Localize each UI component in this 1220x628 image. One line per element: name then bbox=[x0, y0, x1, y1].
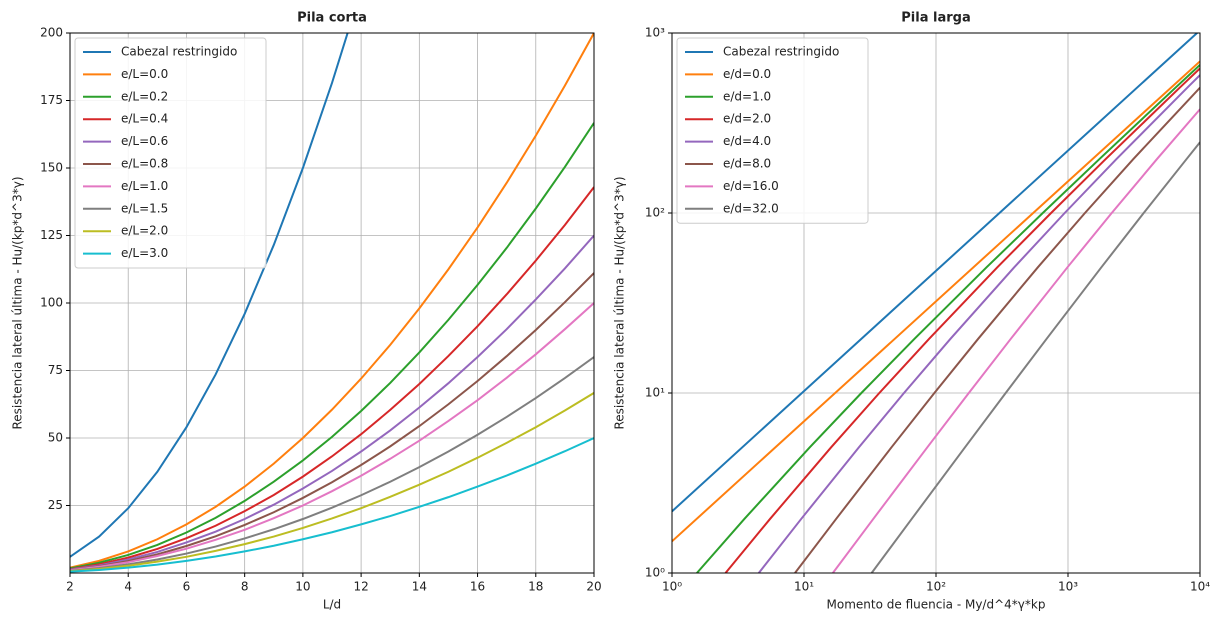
x-tick-label: 10³ bbox=[1058, 580, 1078, 594]
series-line bbox=[70, 122, 594, 570]
y-tick-label: 10² bbox=[645, 206, 665, 220]
series-line bbox=[832, 108, 1200, 573]
y-tick-label: 10¹ bbox=[645, 386, 665, 400]
legend-label: e/L=0.4 bbox=[121, 112, 168, 126]
legend-label: e/L=0.6 bbox=[121, 134, 168, 148]
x-tick-label: 16 bbox=[470, 580, 485, 594]
x-tick-label: 10¹ bbox=[794, 580, 814, 594]
x-tick-label: 10⁰ bbox=[662, 580, 682, 594]
series-line bbox=[70, 272, 594, 572]
legend: Cabezal restringido e/d=0.0 e/d=1.0 e/d=2.0… bbox=[676, 37, 869, 224]
series-line bbox=[70, 302, 594, 572]
series-line bbox=[724, 67, 1200, 573]
series-line bbox=[794, 86, 1200, 573]
x-tick-label: 18 bbox=[528, 580, 543, 594]
legend-label: e/L=1.5 bbox=[121, 201, 168, 215]
legend-label: e/L=2.0 bbox=[121, 224, 168, 238]
y-tick-label: 10⁰ bbox=[645, 566, 665, 580]
x-tick-label: 10² bbox=[926, 580, 946, 594]
x-tick-label: 20 bbox=[586, 580, 601, 594]
x-axis-label: Momento de fluencia - My/d^4*γ*kp bbox=[827, 598, 1046, 612]
x-tick-label: 8 bbox=[241, 580, 249, 594]
y-tick-label: 100 bbox=[40, 296, 63, 310]
legend-label: e/L=0.2 bbox=[121, 89, 168, 103]
x-tick-label: 6 bbox=[183, 580, 191, 594]
chart-title: Pila larga bbox=[901, 11, 970, 26]
legend-label: e/d=0.0 bbox=[723, 67, 771, 81]
plot-area bbox=[70, 33, 594, 573]
axes-frame bbox=[69, 32, 595, 574]
axes-frame bbox=[671, 32, 1201, 574]
legend-label: Cabezal restringido bbox=[723, 45, 839, 59]
legend-label: e/d=32.0 bbox=[723, 201, 779, 215]
series-line bbox=[672, 60, 1200, 543]
x-tick-label: 10 bbox=[295, 580, 310, 594]
x-tick-label: 4 bbox=[124, 580, 132, 594]
series-line bbox=[70, 392, 594, 573]
series-line bbox=[672, 33, 1199, 513]
y-tick-label: 50 bbox=[48, 431, 63, 445]
legend-label: e/L=1.0 bbox=[121, 179, 168, 193]
chart-title: Pila corta bbox=[297, 11, 367, 26]
plot-area bbox=[672, 33, 1200, 573]
series-line bbox=[70, 186, 594, 571]
y-tick-label: 10³ bbox=[645, 26, 665, 40]
y-tick-label: 25 bbox=[48, 498, 63, 512]
x-tick-label: 14 bbox=[412, 580, 427, 594]
x-axis-label: L/d bbox=[323, 598, 341, 612]
axes: 2 4 6 8 10 12 14 16 18 20 25 50 75 100 125 150 175 200 Pil… bbox=[11, 11, 602, 612]
y-tick-label: 150 bbox=[40, 161, 63, 175]
x-tick-label: 2 bbox=[66, 580, 74, 594]
axes: 10⁰ 10¹ 10² 10³ 10⁴ 10⁰ 10¹ 10² 10³ Pila larga Mom… bbox=[613, 11, 1211, 612]
y-tick-label: 125 bbox=[40, 228, 63, 242]
legend-label: e/L=0.8 bbox=[121, 157, 168, 171]
y-axis-label: Resistencia lateral última - Hu/(kp*d^3*… bbox=[11, 176, 25, 429]
y-axis-label: Resistencia lateral última - Hu/(kp*d^3*… bbox=[613, 176, 627, 429]
legend-box bbox=[676, 37, 869, 224]
legend-label: e/L=0.0 bbox=[121, 67, 168, 81]
legend-label: Cabezal restringido bbox=[121, 45, 237, 59]
series-line bbox=[70, 33, 594, 569]
series-line bbox=[757, 74, 1200, 573]
series-line bbox=[870, 141, 1200, 573]
series-line bbox=[70, 356, 594, 572]
legend-box bbox=[74, 37, 267, 269]
y-tick-label: 175 bbox=[40, 93, 63, 107]
legend-label: e/d=1.0 bbox=[723, 89, 771, 103]
x-tick-label: 10⁴ bbox=[1190, 580, 1210, 594]
legend-label: e/d=8.0 bbox=[723, 157, 771, 171]
series-line bbox=[696, 64, 1200, 573]
legend-label: e/d=16.0 bbox=[723, 179, 779, 193]
legend: Cabezal restringido e/L=0.0 e/L=0.2 e/L=0.4… bbox=[74, 37, 267, 269]
legend-label: e/d=4.0 bbox=[723, 134, 771, 148]
series-line bbox=[70, 234, 594, 571]
y-tick-label: 75 bbox=[48, 363, 63, 377]
series-line bbox=[70, 437, 594, 573]
x-tick-label: 12 bbox=[353, 580, 368, 594]
legend-label: e/L=3.0 bbox=[121, 246, 168, 260]
series-line bbox=[70, 33, 349, 558]
legend-label: e/d=2.0 bbox=[723, 112, 771, 126]
y-tick-label: 200 bbox=[40, 26, 63, 40]
